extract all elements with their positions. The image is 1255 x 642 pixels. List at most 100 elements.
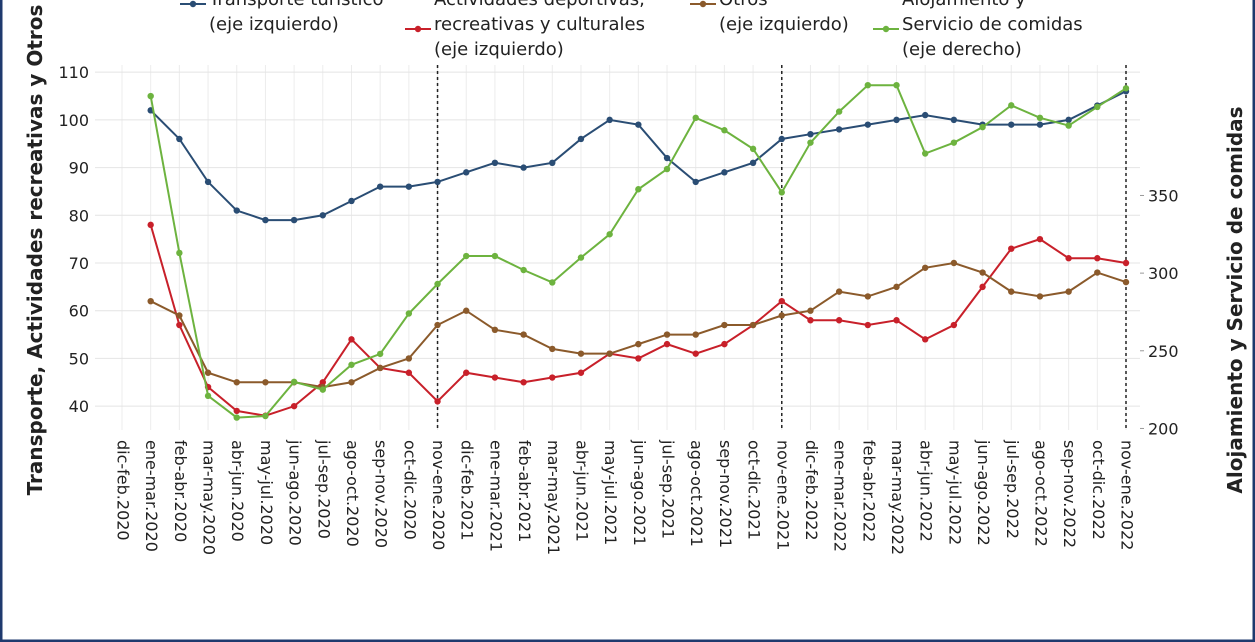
x-tick-label: oct-dic.2020 <box>400 440 419 540</box>
data-point <box>233 207 240 214</box>
data-point <box>1094 103 1101 111</box>
legend-label: Transporte turístico (eje izquierdo) <box>209 0 383 35</box>
data-point <box>749 145 757 153</box>
data-point <box>807 130 814 138</box>
data-point <box>176 312 183 319</box>
data-point <box>721 169 728 176</box>
data-point <box>290 378 298 386</box>
data-point <box>405 355 413 362</box>
y-tick-label: 70 <box>69 254 89 273</box>
data-point <box>749 159 757 167</box>
x-tick-label: jun-ago.2022 <box>974 439 993 546</box>
data-point <box>434 398 441 405</box>
data-point <box>147 297 154 305</box>
x-tick-label: abr-jun.2021 <box>572 440 591 542</box>
data-point <box>692 331 699 338</box>
legend-symbol <box>873 17 899 42</box>
data-point <box>635 121 642 128</box>
data-point <box>1036 293 1044 300</box>
legend-symbol <box>180 0 206 17</box>
data-point <box>893 283 900 291</box>
y-tick-label: 100 <box>58 111 89 130</box>
data-point <box>663 165 671 173</box>
data-point <box>692 178 699 186</box>
data-point <box>1008 121 1015 128</box>
legend-symbol <box>690 0 716 17</box>
x-tick-label: dic-feb.2022 <box>802 440 821 541</box>
data-point <box>577 135 585 143</box>
x-tick-label: nov-ene.2020 <box>429 440 448 550</box>
data-point <box>1008 102 1015 109</box>
data-point <box>1122 278 1130 286</box>
y-tick-label: 50 <box>69 349 89 368</box>
data-point <box>1065 122 1072 129</box>
data-point <box>721 127 728 134</box>
y-tick-label: 110 <box>58 63 89 82</box>
data-point <box>491 252 499 260</box>
data-point <box>1065 255 1072 262</box>
data-point <box>778 135 785 143</box>
data-point <box>864 121 872 128</box>
data-point <box>1122 85 1130 92</box>
data-point <box>463 169 470 176</box>
y-tick-label: 90 <box>69 159 89 178</box>
x-tick-label: mar-may.2022 <box>888 440 907 555</box>
x-tick-label: oct-dic.2021 <box>745 440 764 540</box>
data-point <box>721 321 728 329</box>
x-tick-label: sep-nov.2020 <box>372 440 391 548</box>
y-tick-label: 60 <box>69 302 89 321</box>
x-tick-label: ago-oct.2022 <box>1031 440 1050 547</box>
data-point <box>491 374 499 381</box>
data-point <box>405 310 413 317</box>
data-point <box>376 350 384 358</box>
data-point <box>635 340 642 348</box>
data-point <box>778 297 785 305</box>
data-point <box>835 288 843 295</box>
legend-label: Alojamiento y Servicio de comidas (eje d… <box>902 0 1083 60</box>
data-point <box>979 283 986 291</box>
data-point <box>721 340 728 348</box>
data-point <box>176 321 183 329</box>
data-point <box>520 331 527 338</box>
data-point <box>835 108 843 115</box>
data-point <box>577 254 585 261</box>
data-point <box>979 269 986 276</box>
data-point <box>635 355 642 362</box>
y-tick-label: 80 <box>69 206 89 225</box>
data-point <box>663 154 671 162</box>
data-point <box>520 379 527 386</box>
data-point <box>692 114 699 122</box>
x-tick-label: jul-sep.2021 <box>659 439 678 539</box>
y2-tick-label: 350 <box>1148 186 1179 205</box>
y-axis-title: Transporte, Actividades recreativas y Ot… <box>23 5 47 496</box>
data-point <box>319 212 326 219</box>
data-point <box>1122 259 1130 267</box>
data-point <box>520 164 527 171</box>
data-point <box>290 216 298 224</box>
y2-tick-label: 250 <box>1148 342 1179 361</box>
data-point <box>549 279 556 286</box>
data-point <box>577 350 585 357</box>
data-point <box>405 183 413 190</box>
x-tick-label: jun-ago.2020 <box>286 439 305 546</box>
data-point <box>463 369 470 376</box>
data-point <box>749 321 757 329</box>
x-tick-label: mar-may.2020 <box>200 440 219 555</box>
x-tick-label: ene-mar.2020 <box>142 440 161 552</box>
x-tick-label: ago-oct.2020 <box>343 440 362 547</box>
x-tick-label: may-jul.2022 <box>945 440 964 545</box>
data-point <box>520 266 527 274</box>
data-point <box>807 139 814 146</box>
data-point <box>348 197 355 205</box>
data-point <box>1065 116 1072 124</box>
data-point <box>835 126 843 133</box>
data-point <box>778 189 785 196</box>
data-point <box>262 216 269 224</box>
data-point <box>1008 245 1015 252</box>
data-point <box>635 186 642 193</box>
data-point <box>376 364 384 372</box>
data-point <box>348 379 355 386</box>
